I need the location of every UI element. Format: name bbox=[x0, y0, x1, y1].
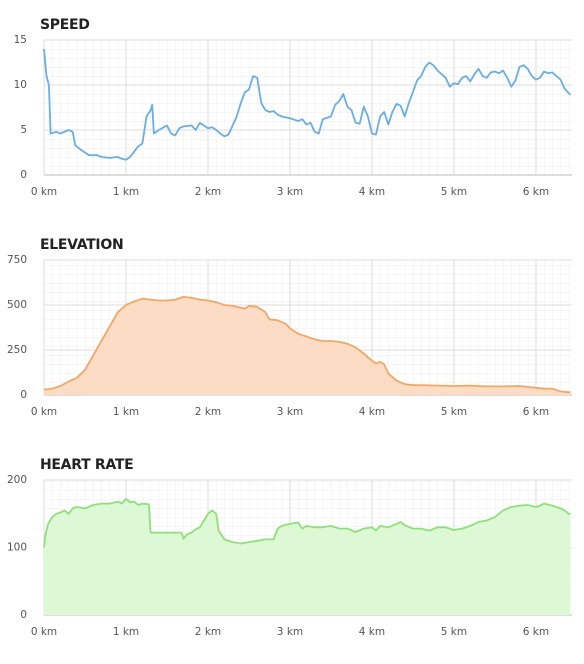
y-tick-label: 750 bbox=[7, 254, 27, 266]
data-line bbox=[43, 498, 571, 548]
x-tick-label: 6 km bbox=[523, 406, 549, 418]
x-tick-label: 2 km bbox=[195, 186, 221, 198]
y-tick-label: 0 bbox=[20, 169, 27, 181]
x-tick-label: 0 km bbox=[31, 626, 57, 638]
data-line bbox=[43, 48, 572, 161]
y-tick-label: 500 bbox=[7, 299, 27, 311]
x-tick-label: 4 km bbox=[359, 186, 385, 198]
y-tick-label: 100 bbox=[7, 542, 27, 554]
x-tick-label: 0 km bbox=[31, 406, 57, 418]
x-tick-label: 5 km bbox=[441, 406, 467, 418]
x-tick-label: 3 km bbox=[277, 186, 303, 198]
x-tick-label: 2 km bbox=[195, 626, 221, 638]
y-tick-label: 10 bbox=[14, 79, 27, 91]
x-tick-label: 4 km bbox=[359, 626, 385, 638]
chart-title: HEART RATE bbox=[40, 457, 133, 473]
y-tick-label: 0 bbox=[20, 389, 27, 401]
data-line bbox=[43, 296, 571, 394]
x-tick-label: 1 km bbox=[113, 186, 139, 198]
y-tick-label: 200 bbox=[7, 474, 27, 486]
x-tick-label: 6 km bbox=[523, 626, 549, 638]
area-fill bbox=[44, 296, 571, 395]
x-tick-label: 3 km bbox=[277, 406, 303, 418]
x-tick-label: 1 km bbox=[113, 406, 139, 418]
y-tick-label: 5 bbox=[20, 124, 27, 136]
x-tick-label: 5 km bbox=[441, 186, 467, 198]
y-tick-label: 0 bbox=[20, 609, 27, 621]
x-tick-label: 6 km bbox=[523, 186, 549, 198]
x-tick-label: 2 km bbox=[195, 406, 221, 418]
x-tick-label: 1 km bbox=[113, 626, 139, 638]
x-tick-label: 3 km bbox=[277, 626, 303, 638]
x-tick-label: 0 km bbox=[31, 186, 57, 198]
fine-grid bbox=[44, 40, 572, 175]
y-tick-label: 15 bbox=[14, 34, 27, 46]
chart-title: ELEVATION bbox=[40, 237, 123, 253]
x-tick-label: 5 km bbox=[441, 626, 467, 638]
chart-title: SPEED bbox=[40, 17, 90, 33]
x-tick-label: 4 km bbox=[359, 406, 385, 418]
y-tick-label: 250 bbox=[7, 344, 27, 356]
